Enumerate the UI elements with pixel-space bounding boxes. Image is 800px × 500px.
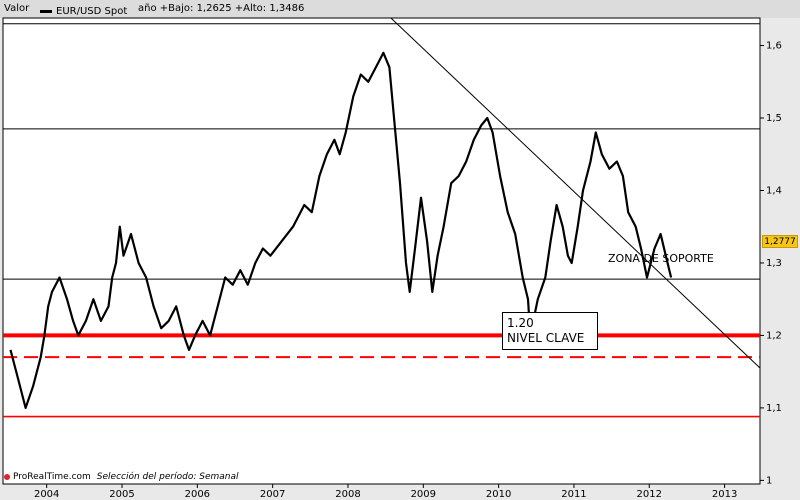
nivel-clave-label: NIVEL CLAVE (507, 331, 585, 345)
x-tick-label: 2008 (335, 489, 360, 500)
period-selection: Selección del período: Semanal (96, 472, 239, 482)
prorealtime-logo-icon (4, 473, 10, 480)
x-tick-label: 2011 (561, 489, 586, 500)
x-tick-label: 2009 (411, 489, 436, 500)
y-tick-label: 1,6 (766, 41, 782, 52)
x-tick-label: 2006 (185, 489, 210, 500)
zona-soporte-label: ZONA DE SOPORTE (608, 252, 714, 265)
x-tick-label: 2007 (260, 489, 285, 500)
plot-area (2, 17, 761, 485)
y-tick-label: 1,3 (766, 258, 782, 269)
x-tick-label: 2013 (712, 489, 737, 500)
y-tick-label: 1,5 (766, 113, 782, 124)
x-tick-label: 2004 (34, 489, 59, 500)
chart-header: Valor EUR/USD Spot año +Bajo: 1,2625 +Al… (0, 0, 800, 18)
footer: ProRealTime.com Selección del período: Se… (4, 472, 239, 482)
y-tick-label: 1 (766, 475, 772, 486)
nivel-clave-value: 1.20 (507, 316, 534, 330)
brand-link[interactable]: ProRealTime.com (13, 472, 91, 482)
nivel-clave-box: 1.20 NIVEL CLAVE (502, 312, 598, 350)
current-price-tag: 1,2777 (762, 235, 798, 248)
series-legend: EUR/USD Spot (40, 3, 128, 17)
valor-label: Valor (4, 3, 30, 14)
trendline (390, 17, 761, 369)
x-tick-label: 2012 (637, 489, 662, 500)
y-tick-label: 1,1 (766, 403, 782, 414)
series-label: EUR/USD Spot (56, 6, 128, 17)
price-series-line (9, 51, 673, 409)
x-tick-label: 2005 (109, 489, 134, 500)
y-tick-label: 1,4 (766, 185, 782, 196)
stats-label: año +Bajo: 1,2625 +Alto: 1,3486 (138, 3, 305, 14)
y-tick-label: 1,2 (766, 330, 782, 341)
series-legend-swatch (40, 9, 52, 13)
x-tick-label: 2010 (486, 489, 511, 500)
